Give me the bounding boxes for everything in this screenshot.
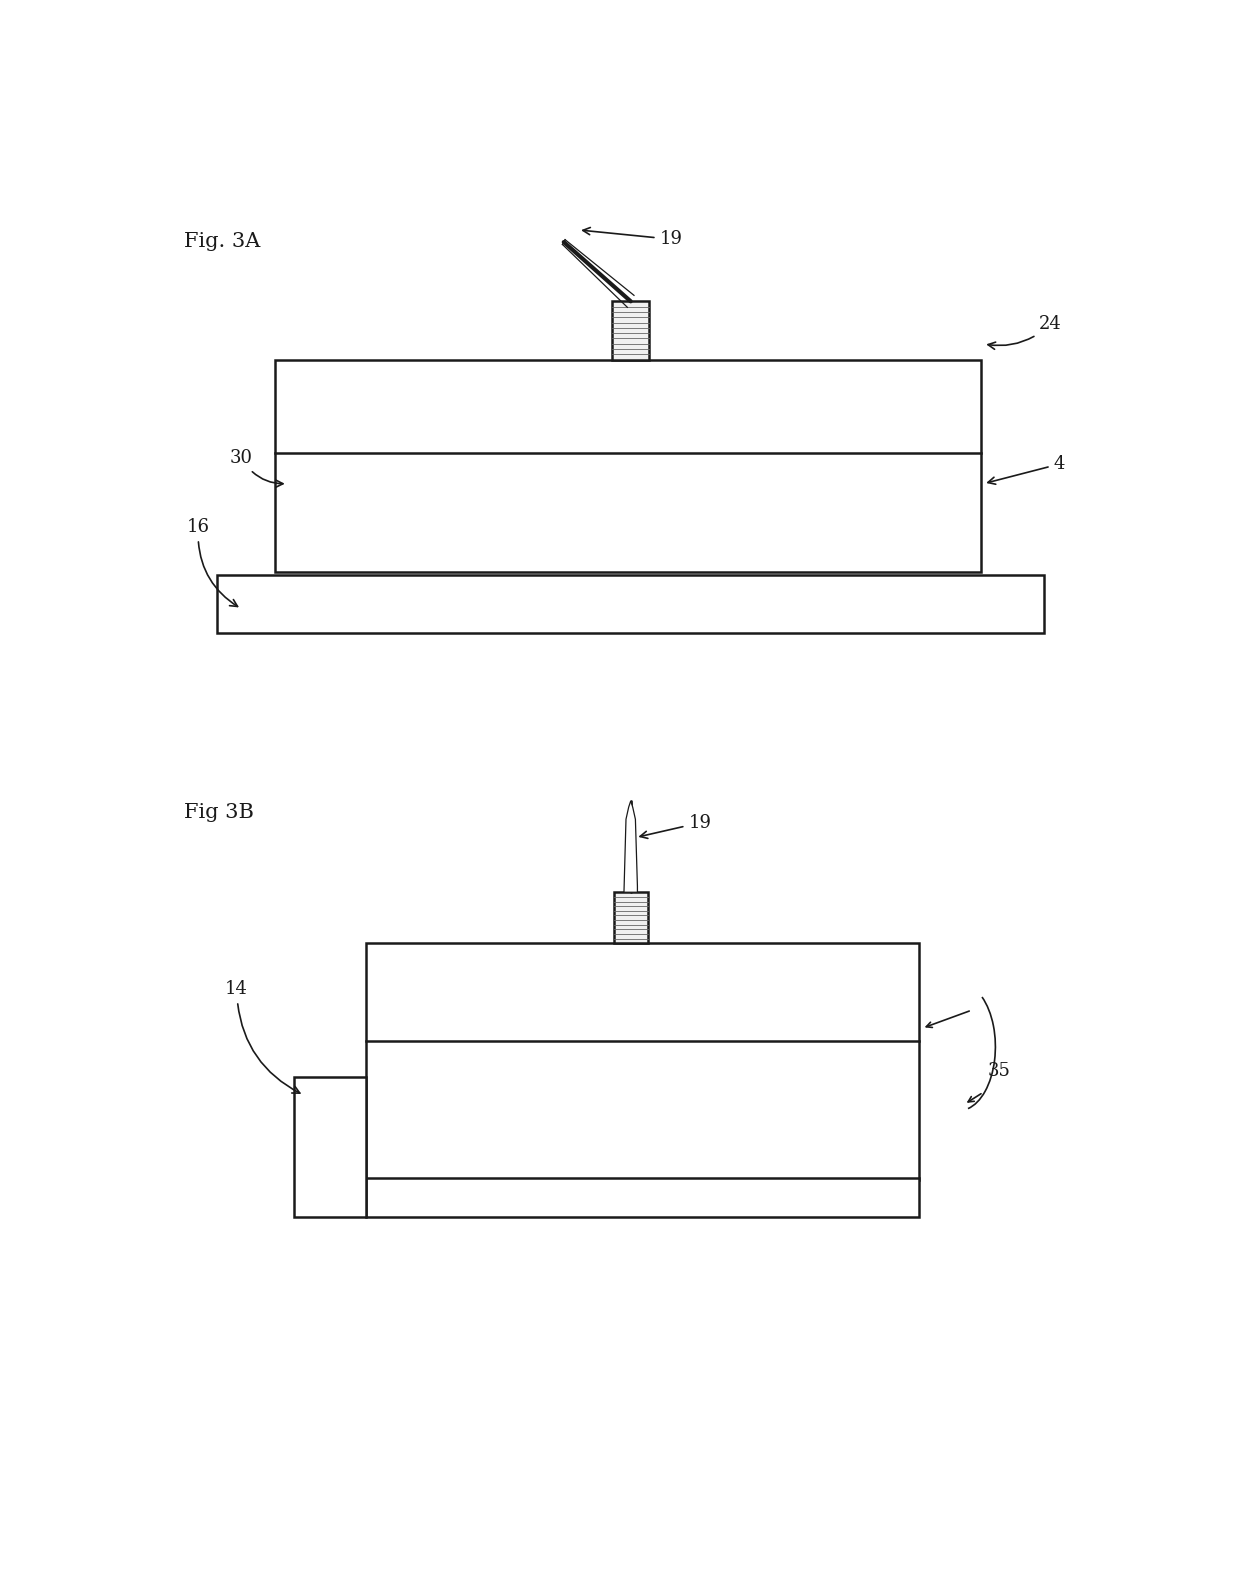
Bar (275, 360, 982, 573)
Text: 19: 19 (583, 227, 682, 248)
Text: 35: 35 (987, 1063, 1011, 1080)
Text: 24: 24 (988, 316, 1061, 349)
Polygon shape (624, 801, 637, 892)
Bar (367, 943, 919, 1181)
Bar (294, 1077, 367, 1217)
Bar (614, 892, 647, 943)
Text: 16: 16 (187, 518, 238, 606)
Text: 14: 14 (226, 981, 300, 1093)
Text: Fig 3B: Fig 3B (184, 804, 254, 823)
Text: 4: 4 (988, 455, 1065, 485)
Bar (217, 575, 1044, 633)
Bar (613, 302, 649, 360)
Text: 30: 30 (229, 448, 283, 488)
Text: 19: 19 (640, 813, 712, 838)
Bar (367, 1178, 919, 1217)
Text: Fig. 3A: Fig. 3A (184, 232, 260, 251)
